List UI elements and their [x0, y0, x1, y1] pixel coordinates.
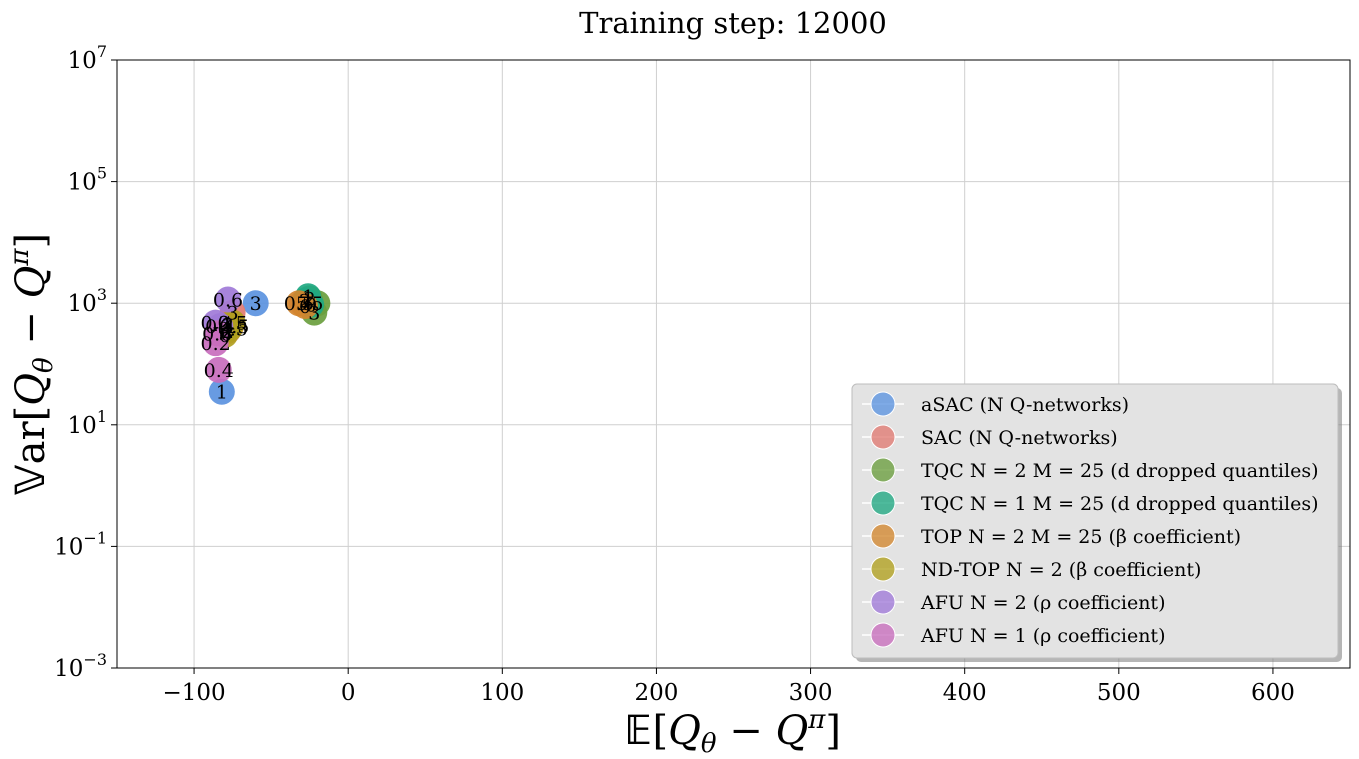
y-tick-label: 105 — [68, 164, 107, 196]
y-tick-label: 10−3 — [54, 650, 107, 682]
legend-label: TOP N = 2 M = 25 (β coefficient) — [921, 526, 1241, 548]
legend-box — [851, 383, 1339, 659]
point-label: 0 — [299, 296, 311, 318]
point-label: 0.4 — [205, 316, 235, 338]
x-tick-label: 200 — [634, 680, 678, 706]
point-label: 0.4 — [204, 360, 234, 382]
point-label: -0.5 — [211, 319, 248, 341]
scatter-point — [292, 292, 319, 319]
legend-label: SAC (N Q-networks) — [921, 427, 1118, 449]
chart-title: Training step: 12000 — [579, 6, 887, 40]
legend-label: ND-TOP N = 2 (β coefficient) — [921, 559, 1201, 581]
legend-label: AFU N = 2 (ρ coefficient) — [920, 592, 1165, 614]
point-label: 0 — [219, 325, 231, 347]
point-label: 0.2 — [201, 313, 231, 335]
scatter-point — [214, 286, 241, 313]
legend-marker — [870, 424, 896, 450]
point-label: 2 — [299, 291, 311, 313]
legend-label: TQC N = 1 M = 25 (d dropped quantiles) — [921, 493, 1318, 515]
point-label: -0.5 — [213, 316, 250, 338]
x-tick-label: 400 — [943, 680, 987, 706]
y-axis-label: 𝕍ar[Qθ − Qπ] — [5, 233, 59, 495]
point-label: 0.6 — [202, 323, 232, 345]
point-label: 0.6 — [213, 290, 243, 312]
point-label: 3 — [308, 303, 320, 325]
x-tick-label: 600 — [1251, 680, 1295, 706]
y-tick-label: 107 — [68, 42, 107, 74]
y-tick-label: 10−1 — [54, 528, 107, 560]
point-label: 2 — [222, 314, 234, 336]
scatter-point — [205, 356, 232, 383]
plot-area — [116, 59, 1351, 669]
legend-label: AFU N = 1 (ρ coefficient) — [920, 625, 1165, 647]
legend-marker — [870, 490, 896, 516]
x-tick-label: 500 — [1097, 680, 1141, 706]
axis-ticks: −100 0 100 200 300 400 500 60010−310−1101103105… — [54, 42, 1295, 706]
point-label: 2 — [222, 321, 234, 343]
point-label: 0.5 — [284, 293, 314, 315]
scatter-point — [208, 378, 235, 405]
x-tick-label: 0 — [341, 680, 356, 706]
y-tick-label: 103 — [68, 285, 107, 317]
legend-label: TQC N = 2 M = 25 (d dropped quantiles) — [921, 460, 1318, 482]
legend-marker — [870, 457, 896, 483]
x-tick-label: 100 — [480, 680, 524, 706]
point-label: 2 — [304, 288, 316, 310]
legend: aSAC (N Q-networks) SAC (N Q-networks) TQC… — [851, 383, 1342, 662]
point-label: 5 — [311, 293, 323, 315]
x-tick-label: −100 — [162, 680, 225, 706]
legend-marker — [870, 622, 896, 648]
point-label: 1 — [302, 286, 314, 308]
x-tick-label: 300 — [789, 680, 833, 706]
point-label: 0.5 — [217, 313, 247, 335]
scatter-point — [242, 290, 269, 317]
scatter-point — [204, 320, 231, 347]
point-label: 5 — [296, 293, 308, 315]
legend-marker — [870, 589, 896, 615]
x-axis-label: 𝔼[Qθ − Qπ] — [625, 705, 841, 759]
point-label: 1 — [216, 382, 228, 404]
legend-marker — [870, 391, 896, 417]
point-label: 0 — [305, 295, 317, 317]
legend-label: aSAC (N Q-networks) — [921, 394, 1129, 416]
legend-marker — [870, 523, 896, 549]
point-label: 3 — [250, 293, 262, 315]
legend-marker — [870, 556, 896, 582]
y-tick-label: 101 — [68, 407, 107, 439]
point-label: 0.2 — [201, 333, 231, 355]
point-label: 3 — [227, 303, 239, 325]
